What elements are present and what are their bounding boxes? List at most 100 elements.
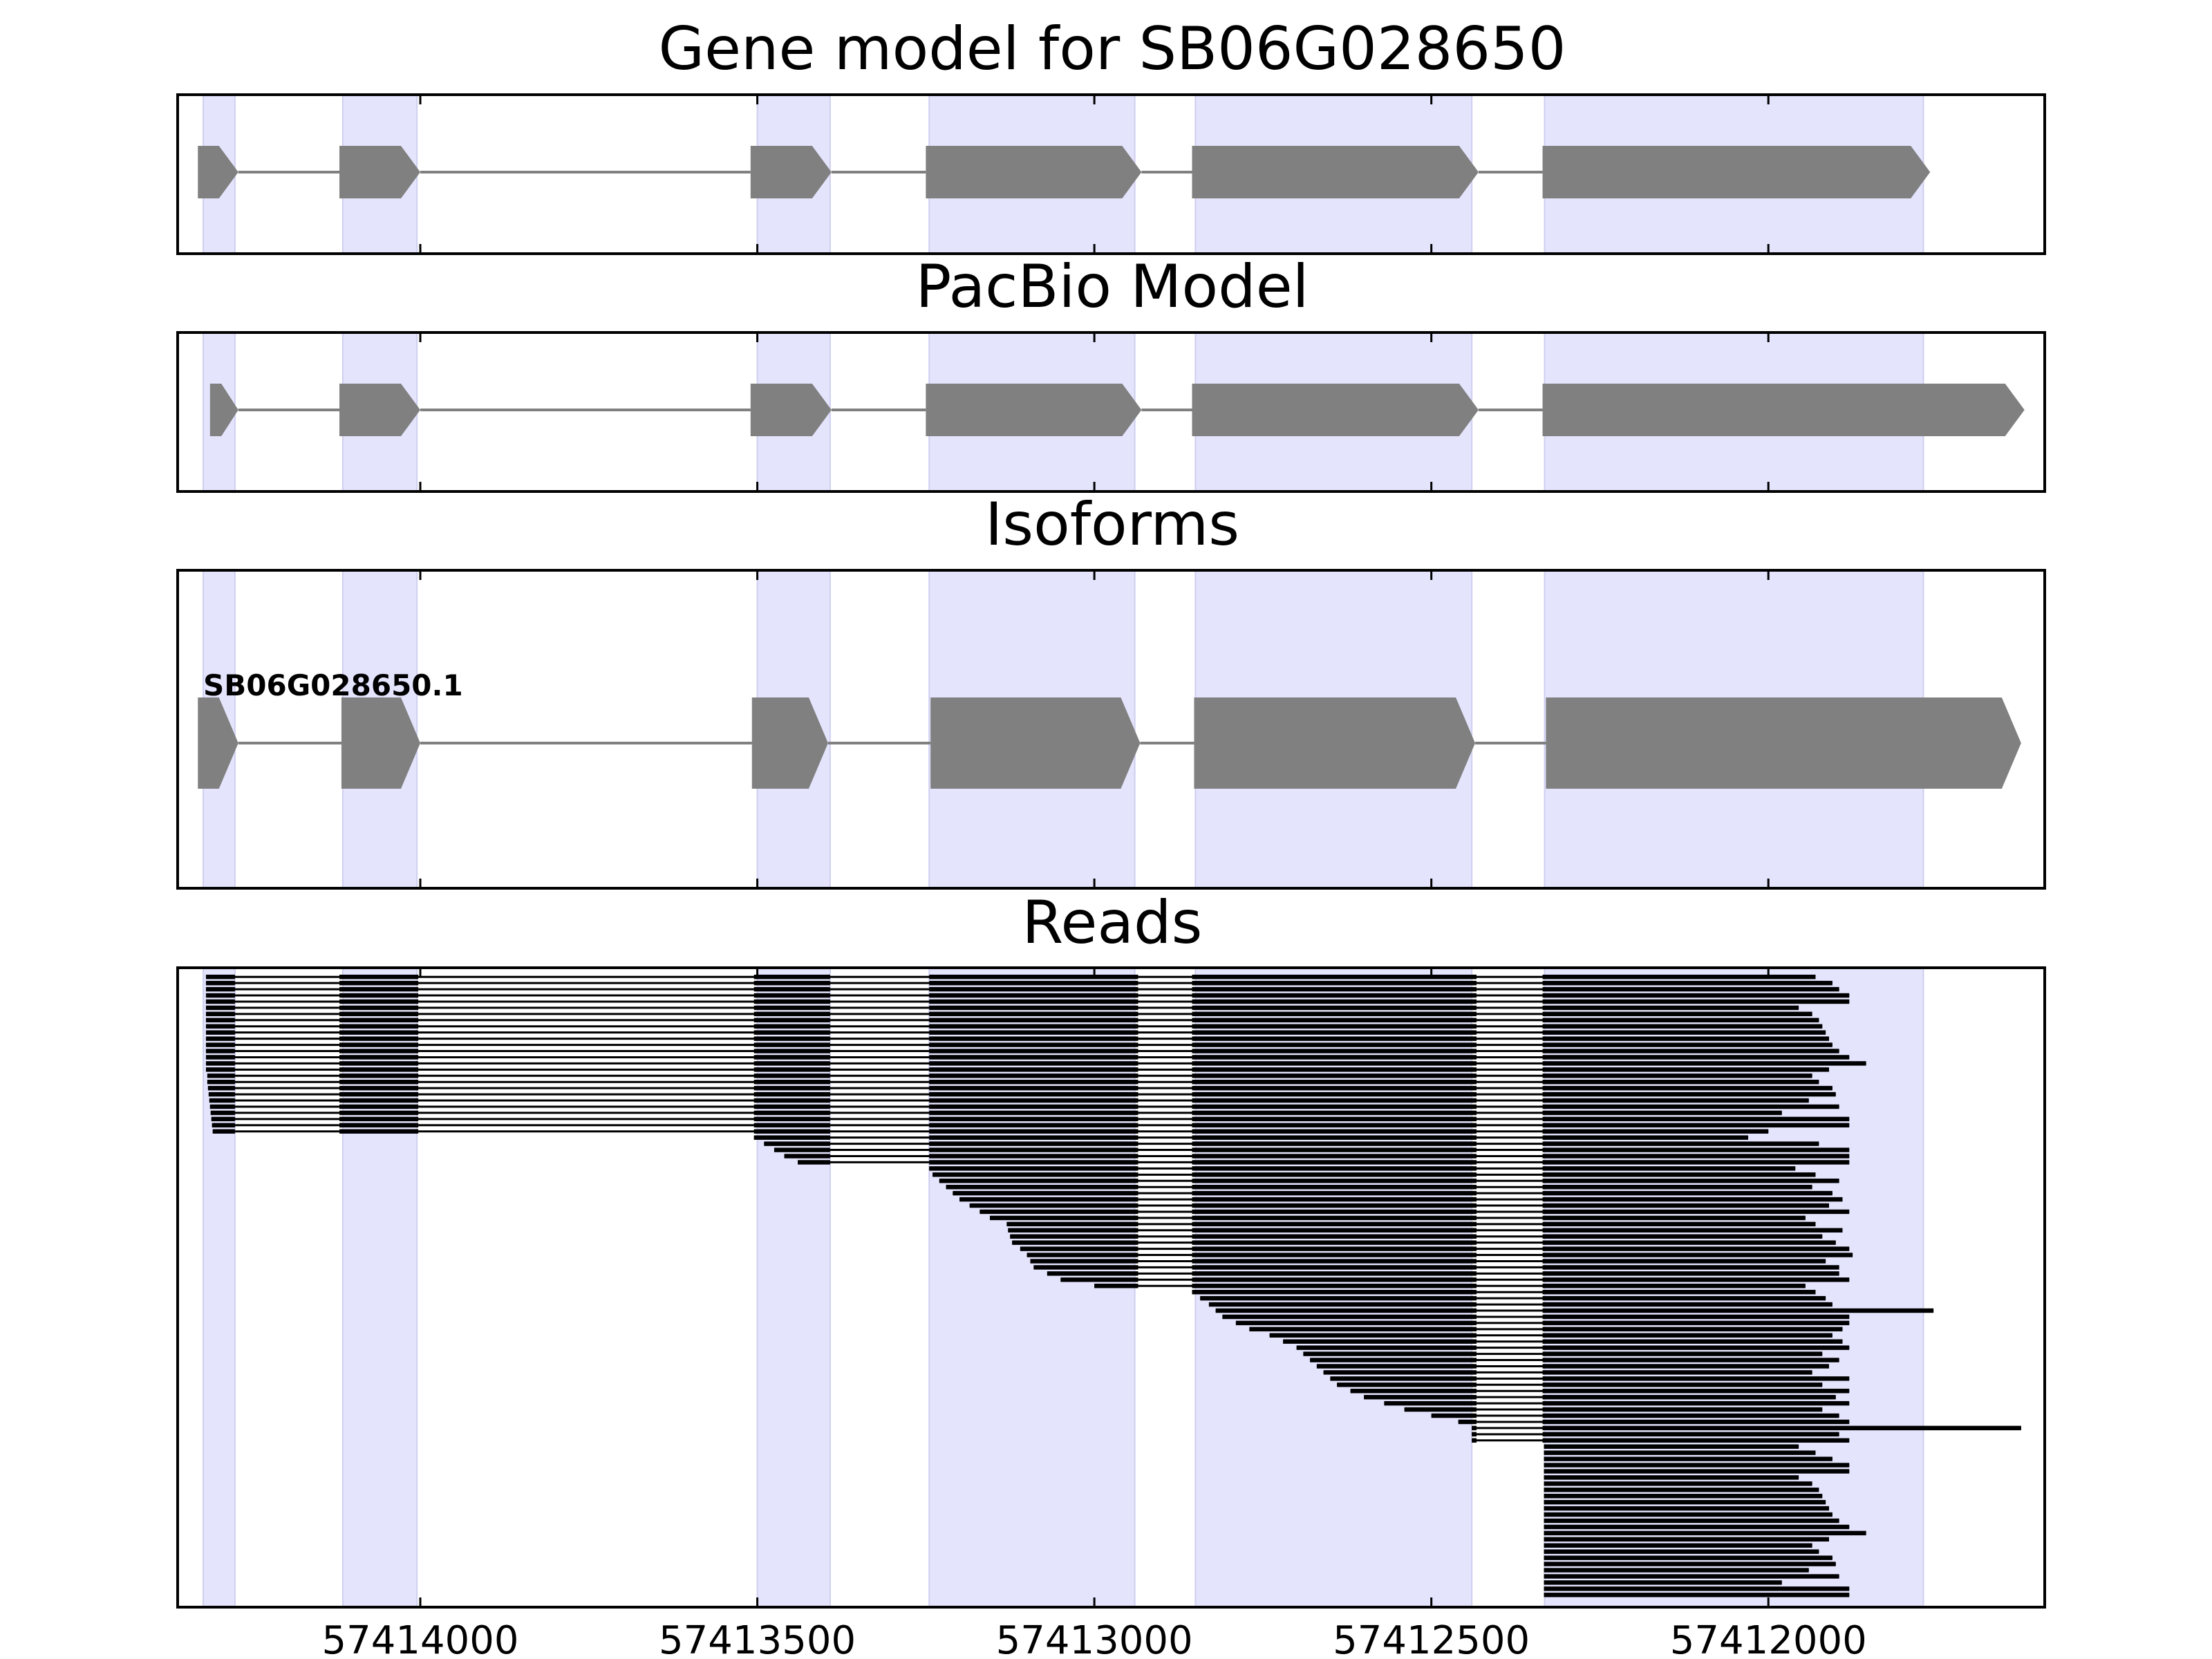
read-block (1542, 1184, 1812, 1190)
pacbio-model-exon (339, 384, 421, 436)
read-block (753, 1055, 830, 1060)
read-block (1542, 1345, 1850, 1350)
read (1544, 1568, 1809, 1573)
read-block (929, 1116, 1138, 1122)
read-block (753, 1098, 830, 1103)
read-block (1542, 1129, 1769, 1134)
pacbio-model-exon (1542, 384, 2025, 436)
read-block (205, 1018, 235, 1023)
read-block (1542, 1104, 1839, 1109)
read-block (1222, 1314, 1477, 1320)
read-block (753, 999, 830, 1004)
read-block (1542, 1400, 1850, 1406)
read-block (1542, 1221, 1816, 1227)
read-block (1192, 1129, 1477, 1134)
read (205, 1030, 1826, 1035)
read (211, 1116, 1850, 1122)
read-block (929, 1042, 1138, 1047)
read (1384, 1400, 1850, 1406)
read-block (1020, 1246, 1138, 1251)
read-block (753, 993, 830, 998)
axes-frame (176, 331, 2046, 493)
read-block (205, 1005, 235, 1011)
read-block (339, 1091, 419, 1097)
read (207, 1085, 1833, 1091)
read-block (1384, 1400, 1477, 1406)
read-block (1192, 1061, 1477, 1066)
read-block (1544, 1555, 1833, 1560)
read (1472, 1438, 1850, 1443)
read (1060, 1277, 1850, 1282)
read-block (1192, 1104, 1477, 1109)
read-block (1192, 1074, 1477, 1078)
read-block (1192, 1190, 1477, 1196)
read-block (1192, 1259, 1477, 1264)
read-block (929, 1055, 1138, 1060)
read-block (205, 1042, 235, 1047)
read-block (1542, 1370, 1812, 1375)
read (929, 1166, 1796, 1171)
read (1544, 1512, 1833, 1517)
read-block (1544, 1568, 1809, 1573)
read (959, 1197, 1843, 1202)
read-block (1542, 1123, 1850, 1128)
read-block (1542, 1438, 1850, 1443)
isoforms-title: Isoforms (985, 490, 1239, 559)
read-block (1544, 1481, 1812, 1486)
read (205, 1055, 1850, 1060)
read-block (1542, 1302, 1833, 1307)
read-block (1544, 1524, 1850, 1530)
read-block (1323, 1370, 1477, 1375)
read-block (1542, 1339, 1843, 1344)
read-block (210, 1110, 235, 1116)
read (980, 1209, 1850, 1215)
read-block (1192, 1277, 1477, 1282)
read-block (929, 980, 1138, 986)
read (1235, 1320, 1850, 1326)
read-block (1296, 1345, 1477, 1350)
read-block (339, 1085, 419, 1091)
x-tick-label: 57412000 (1670, 1618, 1867, 1659)
read-block (1544, 1450, 1816, 1455)
read-block (1192, 1197, 1477, 1202)
read-block (207, 1074, 235, 1078)
read (1012, 1240, 1836, 1245)
read-block (753, 1135, 830, 1140)
read (1303, 1351, 1823, 1356)
read-block (205, 975, 235, 980)
read-block (209, 1098, 235, 1103)
read-block (753, 1011, 830, 1017)
read-block (205, 1055, 235, 1060)
read-block (1542, 1432, 1839, 1437)
read-block (339, 1110, 419, 1116)
read-block (1192, 1141, 1477, 1146)
read (1544, 1499, 1826, 1505)
read-block (1192, 1271, 1477, 1276)
read-block (1192, 1203, 1477, 1208)
read (1544, 1456, 1833, 1461)
read (953, 1190, 1833, 1196)
read-block (207, 1079, 235, 1085)
x-axis: 57414000 57413500 57413000 57412500 57412000 (322, 1618, 1867, 1659)
read (1544, 1562, 1836, 1566)
isoform-exon (751, 697, 828, 789)
read-block (753, 1110, 830, 1116)
read-block (753, 1079, 830, 1085)
read-block (211, 1116, 235, 1122)
read-block (1544, 1512, 1833, 1517)
read (1544, 1537, 1829, 1542)
read-block (207, 1085, 235, 1091)
read-block (1542, 1011, 1812, 1017)
read-block (929, 1030, 1138, 1035)
read-block (339, 999, 419, 1004)
read-block (1542, 1049, 1839, 1053)
read (205, 980, 1833, 986)
read-block (1542, 1055, 1850, 1060)
read-block (1544, 1549, 1819, 1554)
read-block (1010, 1234, 1138, 1239)
read-block (1542, 1135, 1748, 1140)
read (1544, 1580, 1782, 1585)
read-block (1542, 1419, 1850, 1425)
read-block (1192, 1166, 1477, 1171)
read-block (1192, 1036, 1477, 1041)
